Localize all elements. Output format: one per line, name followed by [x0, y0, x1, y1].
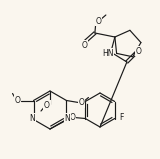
- Text: N: N: [30, 114, 35, 123]
- Text: N: N: [65, 114, 70, 123]
- Text: O: O: [44, 100, 50, 110]
- Text: O: O: [69, 113, 75, 122]
- Text: O: O: [96, 17, 102, 25]
- Text: O: O: [15, 96, 20, 105]
- Text: O: O: [136, 46, 142, 55]
- Text: F: F: [120, 113, 124, 122]
- Text: O: O: [79, 98, 84, 107]
- Text: O: O: [82, 41, 88, 49]
- Text: HN: HN: [102, 48, 114, 58]
